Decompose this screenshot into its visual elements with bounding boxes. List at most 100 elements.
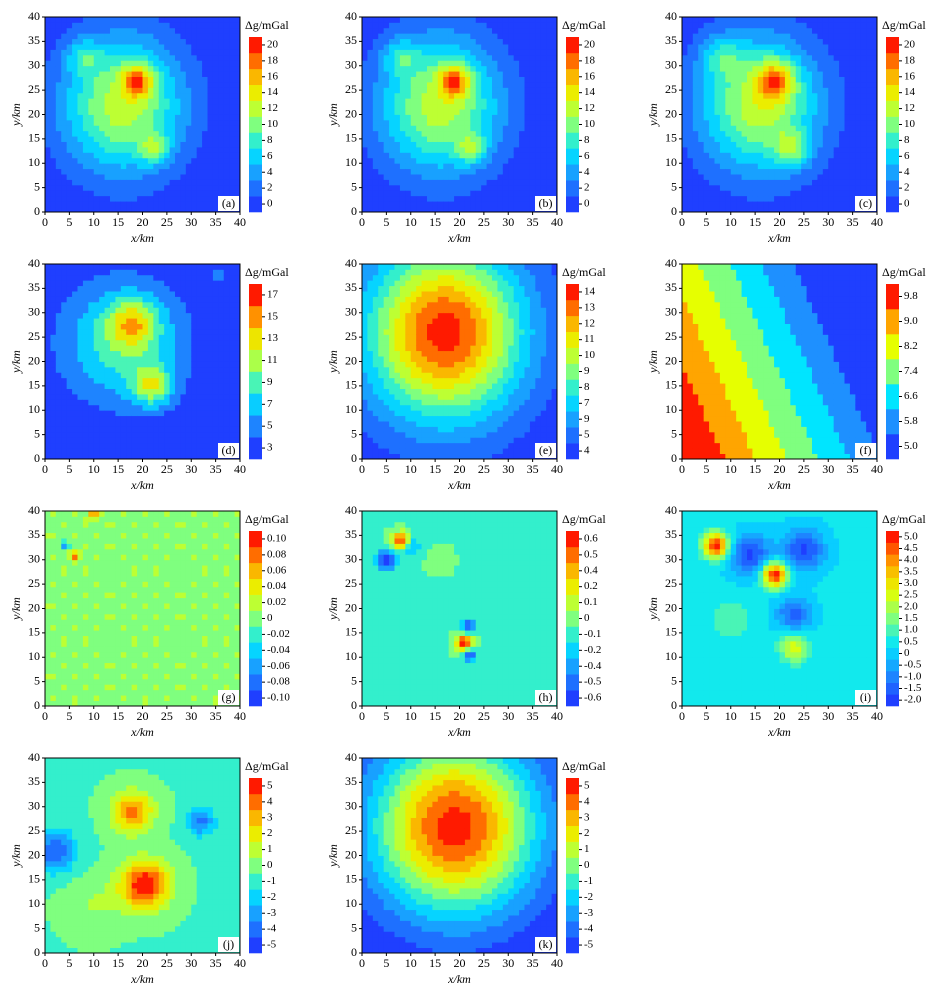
contour-cell (147, 350, 154, 357)
contour-cell (99, 301, 105, 308)
contour-cell (459, 179, 466, 186)
contour-cell (817, 82, 824, 88)
contour-cell (741, 168, 748, 175)
contour-cell (747, 147, 753, 153)
contour-cell (55, 399, 62, 406)
contour-cell (812, 71, 818, 77)
contour-cell (164, 345, 170, 352)
contour-cell (45, 345, 51, 352)
contour-cell (99, 54, 105, 61)
contour-cell (524, 152, 531, 159)
contour-cell (126, 399, 133, 406)
contour-cell (736, 87, 742, 94)
contour-cell (50, 114, 57, 121)
contour-cell (55, 17, 62, 23)
contour-cell (855, 136, 862, 142)
contour-cell (399, 125, 406, 132)
contour-cell (82, 54, 89, 61)
contour-cell (540, 87, 547, 94)
contour-cell (817, 92, 824, 99)
contour-cell (104, 377, 111, 384)
contour-cell (535, 103, 542, 110)
contour-cell (747, 98, 753, 105)
contour-cell (719, 152, 726, 159)
contour-cell (110, 383, 116, 389)
contour-cell (833, 152, 840, 159)
contour-cell (774, 152, 780, 159)
contour-cell (72, 323, 78, 330)
contour-cell (175, 453, 181, 460)
contour-cell (147, 92, 154, 99)
contour-cell (191, 168, 198, 175)
contour-cell (131, 147, 138, 153)
contour-cell (72, 404, 78, 411)
contour-cell (492, 49, 498, 56)
contour-cell (110, 130, 116, 137)
contour-cell (137, 431, 143, 438)
contour-cell (844, 130, 851, 137)
contour-cell (682, 201, 688, 207)
contour-cell (104, 38, 111, 45)
contour-cell (828, 22, 835, 29)
contour-cell (860, 157, 867, 164)
contour-cell (110, 147, 116, 153)
contour-cell (147, 345, 154, 352)
contour-cell (741, 98, 748, 105)
contour-cell (524, 147, 531, 153)
contour-cell (389, 71, 395, 77)
contour-cell (795, 184, 802, 191)
contour-cell (126, 136, 133, 142)
contour-cell (153, 109, 160, 115)
contour-cell (502, 17, 509, 23)
contour-cell (784, 141, 791, 148)
contour-cell (131, 372, 138, 379)
contour-cell (367, 17, 374, 23)
contour-cell (486, 44, 493, 50)
contour-cell (367, 168, 374, 175)
contour-cell (502, 201, 509, 207)
contour-cell (77, 130, 84, 137)
contour-cell (763, 201, 770, 207)
contour-cell (126, 442, 133, 449)
contour-cell (421, 38, 428, 45)
contour-cell (115, 350, 122, 357)
contour-cell (131, 103, 138, 110)
contour-cell (486, 54, 493, 61)
contour-cell (104, 152, 111, 159)
contour-cell (158, 350, 165, 357)
contour-cell (104, 312, 111, 319)
contour-cell (801, 125, 807, 132)
contour-cell (806, 82, 813, 88)
contour-cell (147, 60, 154, 67)
contour-cell (698, 195, 705, 202)
contour-cell (137, 49, 143, 56)
contour-cell (82, 415, 89, 422)
contour-cell (427, 17, 433, 23)
contour-cell (137, 174, 143, 180)
contour-cell (367, 114, 374, 121)
contour-cell (779, 49, 786, 56)
contour-cell (45, 366, 51, 373)
contour-cell (812, 195, 818, 202)
contour-cell (519, 152, 525, 159)
contour-cell (131, 264, 138, 270)
contour-cell (779, 82, 786, 88)
contour-cell (88, 136, 95, 142)
contour-cell (66, 383, 73, 389)
contour-cell (736, 190, 742, 197)
y-tick-label: 35 (345, 33, 357, 47)
contour-cell (801, 109, 807, 115)
contour-cell (448, 184, 455, 191)
contour-cell (158, 399, 165, 406)
contour-cell (153, 388, 160, 395)
contour-cell (77, 410, 84, 417)
contour-cell (421, 152, 428, 159)
contour-cell (126, 141, 133, 148)
contour-cell (61, 453, 68, 460)
contour-cell (763, 82, 770, 88)
contour-cell (437, 114, 444, 121)
contour-cell (82, 190, 89, 197)
contour-cell (416, 54, 422, 61)
contour-cell (142, 323, 149, 330)
contour-cell (725, 141, 732, 148)
